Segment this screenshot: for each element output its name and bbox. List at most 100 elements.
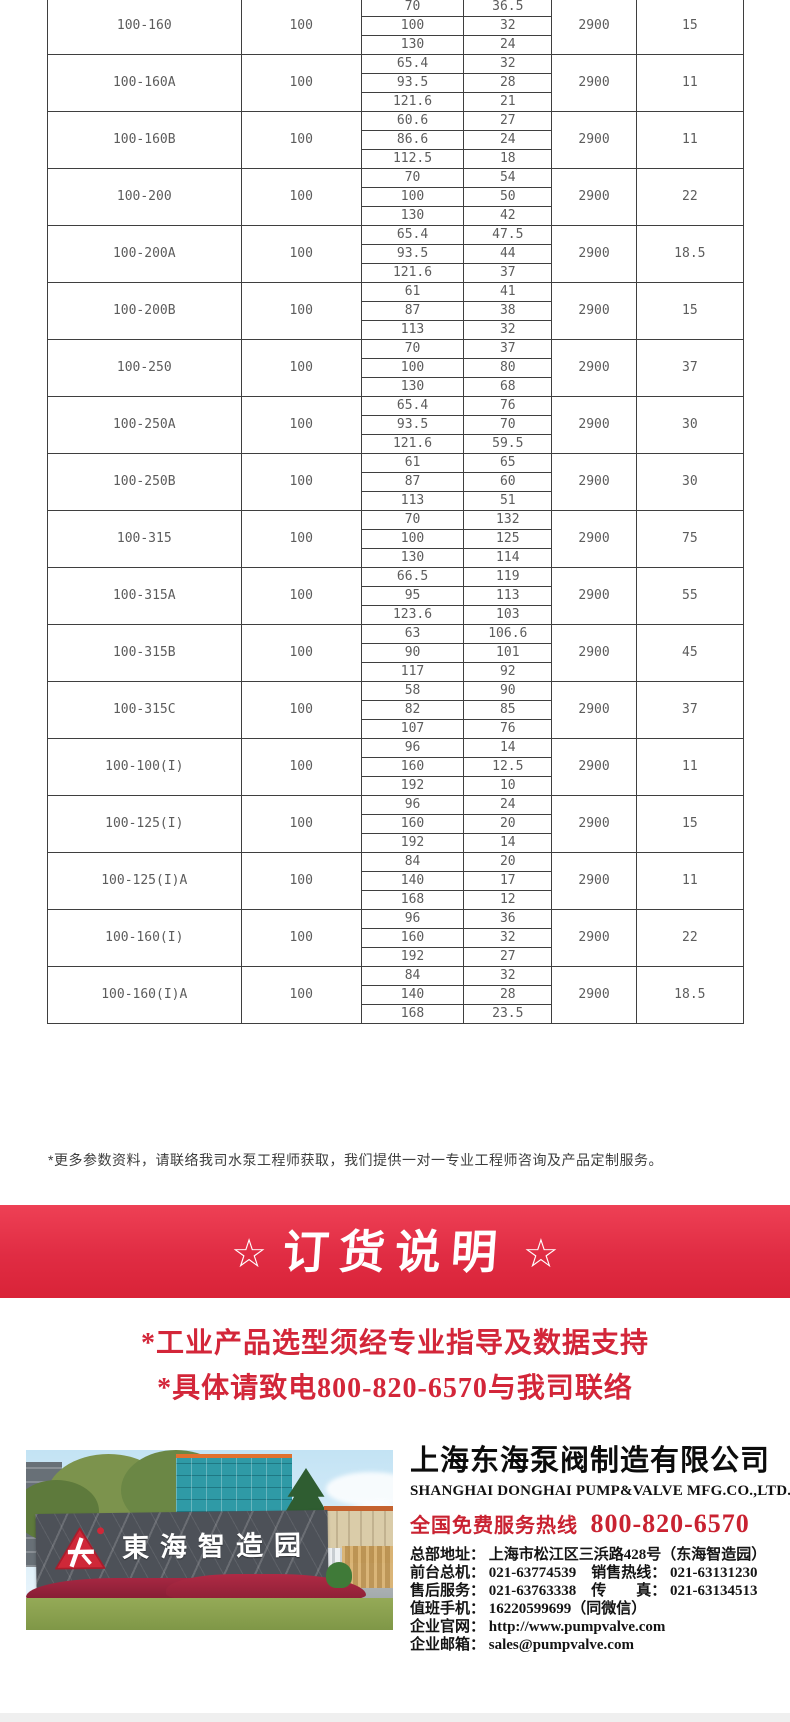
power-cell: 30 xyxy=(635,453,745,511)
spec-row: 93.5 44 xyxy=(48,244,744,264)
speed-cell: 2900 xyxy=(551,111,637,169)
dn-cell: 100 xyxy=(240,795,362,853)
dn-cell: 100 xyxy=(240,624,362,682)
dn-cell: 100 xyxy=(240,738,362,796)
service-hotline: 全国免费服务热线 800-820-6570 xyxy=(410,1509,782,1539)
spec-row: 100 125 xyxy=(48,529,744,549)
speed-cell: 2900 xyxy=(551,852,637,910)
head-cell: 92 xyxy=(463,662,553,682)
flow-cell: 93.5 xyxy=(360,73,465,93)
head-cell: 119 xyxy=(463,567,553,587)
company-name-en: SHANGHAI DONGHAI PUMP&VALVE MFG.CO.,LTD. xyxy=(410,1482,790,1499)
flow-cell: 87 xyxy=(360,301,465,321)
flow-cell: 63 xyxy=(360,624,465,644)
model-cell: 100-160(I)A xyxy=(47,966,242,1024)
speed-cell: 2900 xyxy=(551,738,637,796)
model-cell: 100-315A xyxy=(47,567,242,625)
power-cell: 37 xyxy=(635,339,745,397)
flow-cell: 168 xyxy=(360,1004,465,1024)
notice-line-1: *工业产品选型须经专业指导及数据支持 xyxy=(140,1328,649,1359)
dn-cell: 100 xyxy=(240,396,362,454)
power-cell: 18.5 xyxy=(635,966,745,1024)
company-detail-line: 值班手机： 16220599699（同微信） xyxy=(410,1600,647,1617)
head-cell: 85 xyxy=(463,700,553,720)
factory-photo: 東海智造园 xyxy=(26,1450,393,1630)
head-cell: 132 xyxy=(463,510,553,530)
head-cell: 76 xyxy=(463,719,553,739)
flow-cell: 192 xyxy=(360,947,465,967)
flow-cell: 160 xyxy=(360,814,465,834)
company-name-cn: 上海东海泵阀制造有限公司 xyxy=(410,1445,771,1477)
head-cell: 60 xyxy=(463,472,553,492)
spec-row: 86.6 24 xyxy=(48,130,744,150)
company-detail-line: 总部地址： 上海市松江区三浜路428号（东海智造园） xyxy=(410,1546,767,1563)
power-cell: 55 xyxy=(635,567,745,625)
model-cell: 100-160A xyxy=(47,54,242,112)
flow-cell: 93.5 xyxy=(360,415,465,435)
flow-cell: 87 xyxy=(360,472,465,492)
spec-row: 113 51 xyxy=(48,491,744,511)
spec-row: 100-250A 100 65.4 76 2900 30 xyxy=(47,396,745,454)
flow-cell: 84 xyxy=(360,966,465,986)
head-cell: 23.5 xyxy=(463,1004,553,1024)
donghai-logo-icon xyxy=(55,1527,106,1570)
company-detail-line: 企业官网： http://www.pumpvalve.com xyxy=(410,1618,666,1635)
photo-shrub xyxy=(326,1562,352,1588)
flow-cell: 113 xyxy=(360,491,465,511)
head-cell: 90 xyxy=(463,681,553,701)
model-cell: 100-100(I) xyxy=(47,738,242,796)
flow-cell: 168 xyxy=(360,890,465,910)
power-cell: 11 xyxy=(635,111,745,169)
dn-cell: 100 xyxy=(240,282,362,340)
model-cell: 100-315B xyxy=(47,624,242,682)
flow-cell: 113 xyxy=(360,320,465,340)
power-cell: 18.5 xyxy=(635,225,745,283)
spec-row: 100-200B 100 61 41 2900 15 xyxy=(47,282,745,340)
head-cell: 32 xyxy=(463,928,553,948)
power-cell: 15 xyxy=(635,0,745,55)
speed-cell: 2900 xyxy=(551,966,637,1024)
spec-row: 100-125(I)A 100 84 20 2900 11 xyxy=(47,852,745,910)
spec-row: 100-160A 100 65.4 32 2900 11 xyxy=(47,54,745,112)
head-cell: 14 xyxy=(463,833,553,853)
spec-row: 100 50 xyxy=(48,187,744,207)
spec-row: 100-125(I) 100 96 24 2900 15 xyxy=(47,795,745,853)
head-cell: 12 xyxy=(463,890,553,910)
speed-cell: 2900 xyxy=(551,681,637,739)
head-cell: 113 xyxy=(463,586,553,606)
photo-lawn xyxy=(26,1598,393,1630)
head-cell: 28 xyxy=(463,73,553,93)
dn-cell: 100 xyxy=(240,966,362,1024)
spec-row: 90 101 xyxy=(48,643,744,663)
head-cell: 103 xyxy=(463,605,553,625)
flow-cell: 130 xyxy=(360,548,465,568)
flow-cell: 130 xyxy=(360,377,465,397)
head-cell: 114 xyxy=(463,548,553,568)
spec-row: 100-160(I)A 100 84 32 2900 18.5 xyxy=(47,966,745,1024)
spec-row: 123.6 103 xyxy=(48,605,744,625)
flow-cell: 121.6 xyxy=(360,92,465,112)
pump-spec-table: 100-160 100 70 36.5 2900 15 100 32 130 24 100-160A… xyxy=(47,0,745,1024)
model-cell: 100-125(I)A xyxy=(47,852,242,910)
spec-row: 168 12 xyxy=(48,890,744,910)
head-cell: 20 xyxy=(463,814,553,834)
head-cell: 68 xyxy=(463,377,553,397)
sign-text: 東海智造园 xyxy=(121,1530,313,1563)
head-cell: 20 xyxy=(463,852,553,872)
head-cell: 42 xyxy=(463,206,553,226)
head-cell: 24 xyxy=(463,130,553,150)
flow-cell: 70 xyxy=(360,339,465,359)
hotline-number: 800-820-6570 xyxy=(590,1508,750,1538)
model-cell: 100-315C xyxy=(47,681,242,739)
spec-row: 130 42 xyxy=(48,206,744,226)
model-cell: 100-250A xyxy=(47,396,242,454)
flow-cell: 70 xyxy=(360,168,465,188)
head-cell: 101 xyxy=(463,643,553,663)
dn-cell: 100 xyxy=(240,339,362,397)
flow-cell: 86.6 xyxy=(360,130,465,150)
flow-cell: 121.6 xyxy=(360,263,465,283)
speed-cell: 2900 xyxy=(551,339,637,397)
flow-cell: 112.5 xyxy=(360,149,465,169)
notice-line-2: *具体请致电800-820-6570与我司联络 xyxy=(157,1373,633,1404)
